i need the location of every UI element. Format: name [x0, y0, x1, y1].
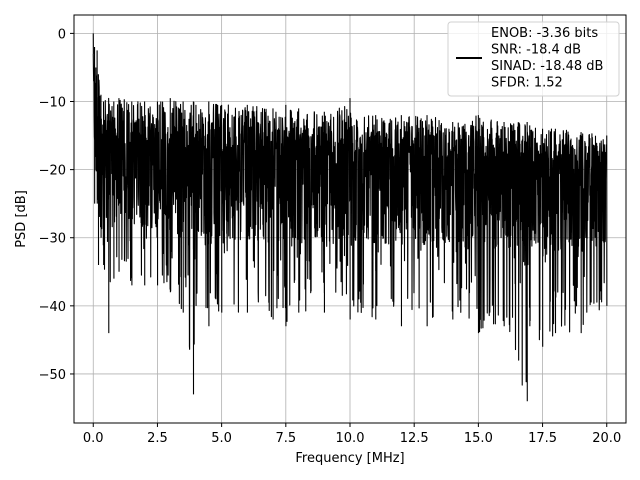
- legend-line-text: SINAD: -18.48 dB: [491, 59, 603, 74]
- x-tick-label: 17.5: [528, 431, 557, 446]
- legend-line-text: ENOB: -3.36 bits: [491, 26, 598, 41]
- series-layer: [92, 33, 608, 402]
- y-tick-label: −30: [39, 232, 66, 247]
- y-tick-label: −20: [39, 164, 66, 179]
- legend-box: [447, 21, 620, 97]
- y-tick-label: −50: [39, 368, 66, 383]
- y-tick-label: −10: [39, 96, 66, 111]
- y-tick-label: −40: [39, 300, 66, 315]
- psd-series-line: [92, 33, 608, 402]
- legend-line-text: SFDR: 1.52: [491, 76, 563, 91]
- x-tick-label: 12.5: [400, 431, 429, 446]
- x-tick-label: 7.5: [275, 431, 296, 446]
- x-axis-ticks: 0.0 2.5 5.0 7.5 10.0 12.5 15.0 17.5 20.0: [83, 423, 621, 446]
- y-axis-label: PSD [dB]: [14, 190, 29, 248]
- y-tick-label: 0: [58, 27, 66, 42]
- legend-entry: ENOB: -3.36 bits SNR: -18.4 dB SINAD: -18.…: [491, 26, 603, 91]
- x-axis-label: Frequency [MHz]: [295, 451, 404, 466]
- y-axis-ticks: 0 −10 −20 −30 −40 −50: [39, 27, 74, 383]
- legend: ENOB: -3.36 bits SNR: -18.4 dB SINAD: -18.…: [447, 21, 620, 97]
- x-tick-label: 5.0: [211, 431, 232, 446]
- x-tick-label: 15.0: [464, 431, 493, 446]
- x-tick-label: 10.0: [336, 431, 365, 446]
- x-tick-label: 0.0: [83, 431, 104, 446]
- x-tick-label: 2.5: [147, 431, 168, 446]
- x-tick-label: 20.0: [592, 431, 621, 446]
- legend-line-text: SNR: -18.4 dB: [491, 43, 581, 58]
